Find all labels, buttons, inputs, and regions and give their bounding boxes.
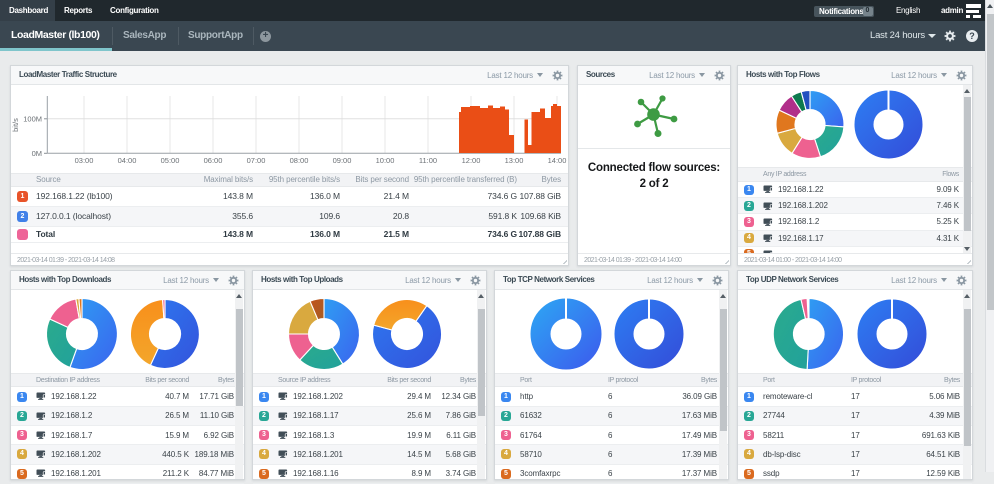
svg-text:13:00: 13:00 <box>505 156 524 165</box>
svg-text:12:00: 12:00 <box>462 156 481 165</box>
svg-text:bit/s: bit/s <box>11 118 20 132</box>
svg-text:0M: 0M <box>32 149 42 158</box>
svg-text:08:00: 08:00 <box>290 156 309 165</box>
svg-text:09:00: 09:00 <box>333 156 352 165</box>
svg-text:07:00: 07:00 <box>247 156 266 165</box>
svg-text:03:00: 03:00 <box>75 156 94 165</box>
svg-text:04:00: 04:00 <box>118 156 137 165</box>
svg-text:100M: 100M <box>23 115 42 124</box>
svg-text:14:00: 14:00 <box>548 156 567 165</box>
svg-text:06:00: 06:00 <box>204 156 223 165</box>
svg-text:10:00: 10:00 <box>376 156 395 165</box>
svg-text:11:00: 11:00 <box>419 156 437 165</box>
svg-text:05:00: 05:00 <box>161 156 180 165</box>
